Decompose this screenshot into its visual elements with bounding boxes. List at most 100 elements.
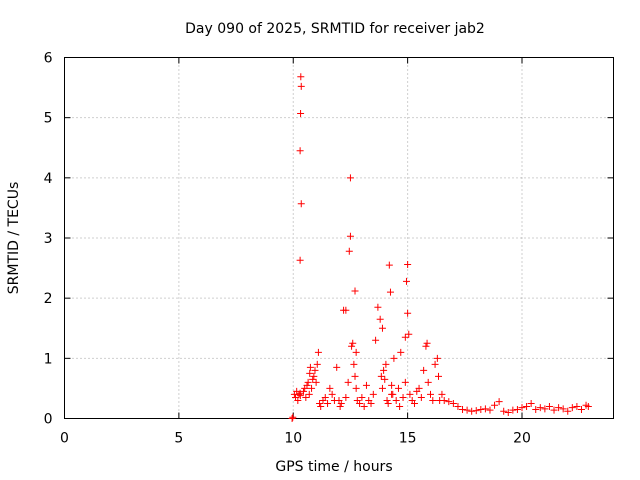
data-point: [388, 381, 396, 389]
data-point: [422, 342, 430, 350]
data-point: [385, 261, 393, 269]
y-tick-label: 6: [44, 51, 53, 67]
data-point: [504, 408, 512, 416]
data-point: [545, 402, 553, 410]
data-point: [294, 396, 302, 404]
data-point: [541, 405, 549, 413]
data-point: [306, 369, 314, 377]
data-point: [351, 372, 359, 380]
data-point: [378, 384, 386, 392]
data-point: [401, 333, 409, 341]
data-point: [399, 393, 407, 401]
data-point: [326, 384, 334, 392]
data-point: [289, 413, 297, 421]
data-point: [454, 402, 462, 410]
data-point: [568, 404, 576, 412]
data-point: [304, 378, 312, 386]
x-tick-label: 5: [174, 431, 183, 447]
data-point: [350, 360, 358, 368]
data-point: [491, 401, 499, 409]
data-point: [584, 402, 592, 410]
data-point: [321, 393, 329, 401]
data-point: [305, 390, 313, 398]
data-point: [402, 277, 410, 285]
data-point: [518, 404, 526, 412]
data-point: [509, 406, 517, 414]
x-axis-label: GPS time / hours: [275, 459, 392, 475]
data-point: [297, 109, 305, 117]
data-point: [429, 396, 437, 404]
data-point: [405, 330, 413, 338]
data-point: [495, 398, 503, 406]
y-tick-label: 0: [44, 412, 53, 428]
data-point: [406, 390, 414, 398]
data-points: [288, 73, 592, 422]
data-point: [374, 303, 382, 311]
data-point: [303, 381, 311, 389]
data-point: [345, 247, 353, 255]
data-point: [314, 348, 322, 356]
data-point: [352, 348, 360, 356]
data-point: [417, 393, 425, 401]
data-point: [337, 399, 345, 407]
data-point: [302, 393, 310, 401]
data-point: [431, 360, 439, 368]
data-point: [550, 406, 558, 414]
y-tick-label: 4: [44, 171, 53, 187]
data-point: [376, 315, 384, 323]
data-point: [369, 390, 377, 398]
data-point: [328, 390, 336, 398]
data-point: [404, 260, 412, 268]
data-point: [346, 232, 354, 240]
data-point: [513, 405, 521, 413]
y-tick-label: 3: [44, 231, 53, 247]
x-tick-labels: 0 5 10 15 20: [60, 431, 531, 447]
data-point: [424, 378, 432, 386]
data-point: [394, 384, 402, 392]
data-point: [311, 366, 319, 374]
data-point: [397, 348, 405, 356]
data-point: [433, 354, 441, 362]
y-tick-label: 2: [44, 291, 53, 307]
data-point: [438, 390, 446, 398]
data-point: [486, 406, 494, 414]
data-point: [396, 402, 404, 410]
data-point: [356, 399, 364, 407]
data-point: [445, 398, 453, 406]
data-point: [295, 390, 303, 398]
data-point: [348, 342, 356, 350]
data-point: [351, 287, 359, 295]
data-point: [415, 384, 423, 392]
data-point: [324, 399, 332, 407]
data-point: [288, 415, 296, 422]
data-point: [404, 309, 412, 317]
data-point: [342, 306, 350, 314]
x-tick-label: 0: [60, 431, 69, 447]
data-point: [472, 407, 480, 415]
data-point: [349, 339, 357, 347]
data-point: [577, 405, 585, 413]
data-point: [390, 354, 398, 362]
data-point: [380, 366, 388, 374]
data-point: [360, 402, 368, 410]
data-point: [564, 407, 572, 415]
plot-frame: [64, 57, 614, 419]
data-point: [463, 406, 471, 414]
data-point: [559, 405, 567, 413]
data-point: [300, 387, 308, 395]
data-point: [297, 82, 305, 90]
data-point: [383, 396, 391, 404]
data-point: [449, 399, 457, 407]
data-point: [333, 363, 341, 371]
data-point: [297, 73, 305, 81]
data-point: [296, 147, 304, 155]
data-point: [423, 339, 431, 347]
data-point: [500, 407, 508, 415]
data-point: [308, 384, 316, 392]
x-tick-label: 20: [513, 431, 531, 447]
y-axis-label: SRMTID / TECUs: [6, 182, 22, 295]
data-point: [459, 405, 467, 413]
data-point: [477, 405, 485, 413]
axis-ticks: [64, 57, 614, 419]
